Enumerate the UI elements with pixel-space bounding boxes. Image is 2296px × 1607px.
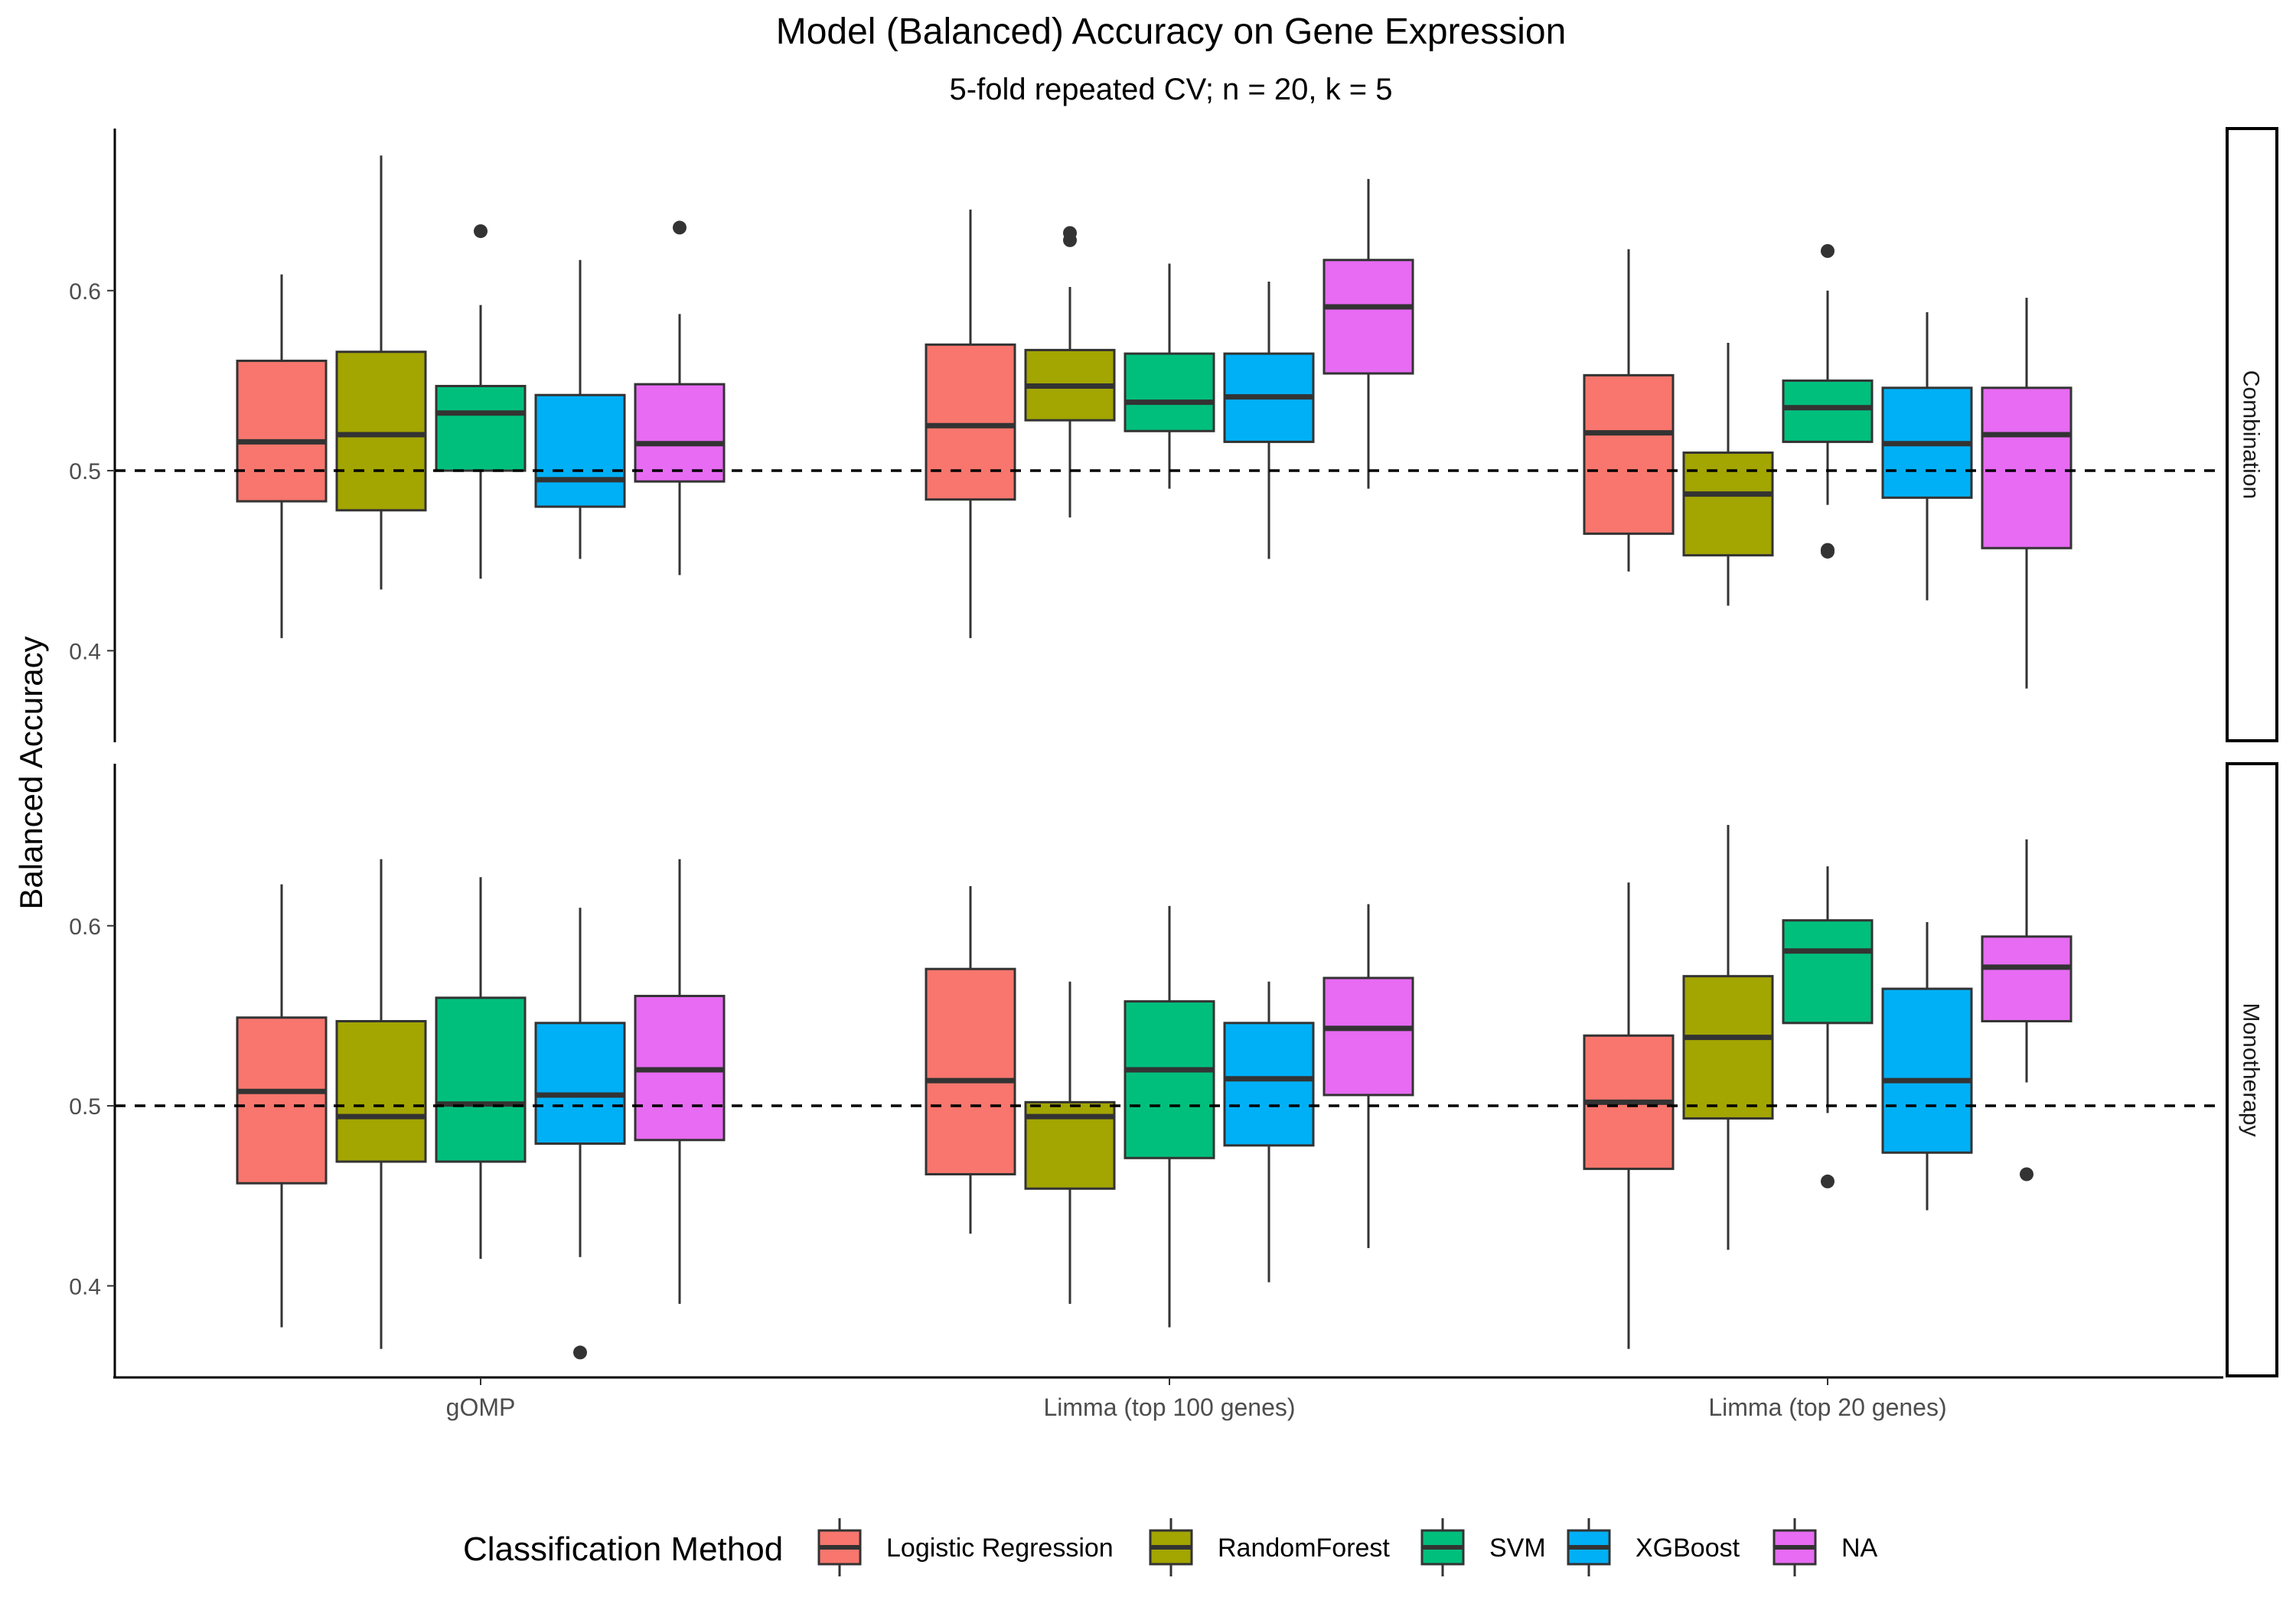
box-iqr	[236, 1016, 328, 1185]
legend-label: RandomForest	[1218, 1534, 1390, 1563]
box-iqr	[1223, 1022, 1315, 1147]
box-xgboost	[1881, 312, 1973, 601]
box-randomforest	[1682, 343, 1774, 606]
legend-label: XGBoost	[1636, 1534, 1740, 1563]
box-na	[1981, 298, 2073, 689]
box-iqr	[1782, 379, 1874, 443]
box-iqr	[435, 384, 527, 472]
box-iqr	[534, 1022, 626, 1145]
box-iqr	[1124, 1000, 1215, 1159]
box-iqr	[1583, 373, 1675, 535]
legend-item: RandomForest	[1149, 1518, 1390, 1576]
box-randomforest	[335, 155, 427, 590]
box-svm	[435, 224, 527, 579]
box-randomforest	[1024, 226, 1116, 518]
box-iqr	[335, 350, 427, 512]
box-na	[634, 220, 726, 575]
y-tick-label: 0.5	[69, 1094, 101, 1120]
y-axis-label: Balanced Accuracy	[13, 636, 49, 909]
box-svm	[1124, 905, 1215, 1328]
panel-combination: 0.4 0.5 0.6 Combination	[69, 127, 2278, 742]
outlier-point	[1821, 544, 1835, 559]
box-na	[1322, 178, 1414, 489]
outlier-point	[673, 220, 687, 235]
box-iqr	[1881, 987, 1973, 1154]
chart-subtitle: 5-fold repeated CV; n = 20, k = 5	[950, 73, 1393, 106]
outlier-point	[573, 1345, 587, 1360]
box-iqr	[1124, 352, 1215, 432]
box-iqr	[634, 383, 726, 483]
legend-title: Classification Method	[463, 1530, 783, 1568]
legend-label: Logistic Regression	[886, 1534, 1114, 1563]
legend-item: SVM	[1420, 1518, 1546, 1576]
box-iqr	[534, 393, 626, 508]
box-logistic-regression	[236, 274, 328, 638]
outlier-point	[474, 224, 488, 239]
y-tick-label: 0.6	[69, 914, 101, 940]
y-tick-label: 0.5	[69, 459, 101, 484]
box-svm	[1782, 244, 1874, 559]
box-logistic-regression	[1583, 249, 1675, 572]
box-iqr	[435, 996, 527, 1163]
box-logistic-regression	[236, 884, 328, 1328]
box-na	[634, 859, 726, 1304]
legend-item: NA	[1773, 1518, 1878, 1576]
box-logistic-regression	[925, 209, 1016, 638]
legend-label: NA	[1841, 1534, 1878, 1563]
box-xgboost	[534, 259, 626, 559]
box-randomforest	[335, 859, 427, 1349]
legend: Classification Method Logistic Regression…	[463, 1518, 1878, 1576]
box-iqr	[1682, 451, 1774, 557]
box-iqr	[1322, 259, 1414, 375]
box-xgboost	[1223, 282, 1315, 559]
box-iqr	[1981, 935, 2073, 1022]
box-na	[1981, 839, 2073, 1182]
box-iqr	[1322, 976, 1414, 1097]
y-tick-label: 0.4	[69, 639, 101, 664]
facet-strip	[2226, 127, 2278, 742]
box-svm	[1782, 866, 1874, 1188]
y-tick-label: 0.4	[69, 1274, 101, 1299]
panel-monotherapy: 0.4 0.5 0.6 Monotherapy	[69, 762, 2278, 1377]
outlier-point	[1063, 233, 1077, 247]
box-randomforest	[1024, 981, 1116, 1304]
box-logistic-regression	[1583, 882, 1675, 1349]
box-xgboost	[1223, 981, 1315, 1283]
box-iqr	[236, 360, 328, 503]
y-tick-label: 0.6	[69, 279, 101, 305]
box-iqr	[1981, 386, 2073, 549]
box-iqr	[925, 343, 1016, 501]
outlier-point	[1821, 244, 1835, 258]
legend-label: SVM	[1489, 1534, 1546, 1563]
x-tick-label: Limma (top 100 genes)	[1043, 1393, 1295, 1421]
x-tick-label: gOMP	[446, 1393, 516, 1421]
x-axis: gOMP Limma (top 100 genes) Limma (top 20 g…	[113, 1376, 2223, 1421]
box-iqr	[1782, 919, 1874, 1025]
box-xgboost	[1881, 922, 1973, 1211]
x-tick-label: Limma (top 20 genes)	[1708, 1393, 1946, 1421]
outlier-point	[1821, 1174, 1835, 1188]
box-svm	[1124, 263, 1215, 489]
legend-item: Logistic Regression	[817, 1518, 1114, 1576]
facet-strip	[2226, 762, 2278, 1377]
legend-item: XGBoost	[1567, 1518, 1740, 1576]
box-iqr	[925, 967, 1016, 1175]
outlier-point	[2020, 1167, 2033, 1182]
box-randomforest	[1682, 825, 1774, 1250]
box-iqr	[1682, 975, 1774, 1120]
facet-strip-label: Monotherapy	[2239, 1002, 2264, 1136]
box-iqr	[335, 1019, 427, 1163]
facet-panels: 0.4 0.5 0.6 Combination 0.4 0.5 0.6 Monotherapy	[69, 127, 2278, 1377]
facet-strip-label: Combination	[2239, 370, 2264, 499]
box-na	[1322, 904, 1414, 1248]
chart-title: Model (Balanced) Accuracy on Gene Expres…	[776, 11, 1567, 52]
box-xgboost	[534, 908, 626, 1360]
box-svm	[435, 877, 527, 1260]
box-logistic-regression	[925, 886, 1016, 1234]
